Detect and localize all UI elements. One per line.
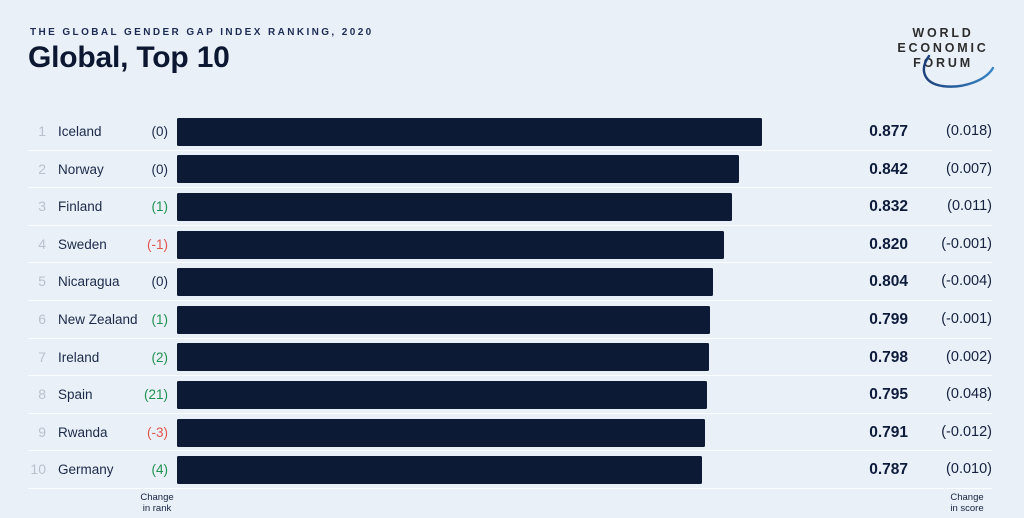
page-title: Global, Top 10: [28, 41, 230, 74]
rank-change-value: (-1): [147, 236, 168, 252]
country-label: Nicaragua: [58, 274, 120, 290]
rank-number: 3: [38, 198, 46, 215]
table-row: 6 New Zealand (1) 0.799 (-0.001): [28, 301, 992, 339]
score-value: 0.877: [869, 123, 908, 140]
score-value: 0.799: [869, 310, 908, 328]
rank-change-value: (0): [151, 274, 169, 290]
country-label: New Zealand: [58, 311, 138, 327]
table-row: 7 Ireland (2) 0.798 (0.002): [28, 339, 992, 377]
score-change-value: (-0.012): [941, 423, 992, 440]
rank-change-value: (2): [151, 349, 169, 365]
table-row: 10 Germany (4) 0.787 (0.010): [28, 451, 992, 489]
score-change-value: (-0.001): [941, 310, 992, 327]
country-label: Iceland: [58, 124, 102, 139]
score-bar: [177, 456, 702, 485]
table-row: 8 Spain (21) 0.795 (0.048): [28, 376, 992, 414]
rank-change-value: (1): [151, 199, 169, 215]
score-change-value: (0.007): [946, 160, 992, 177]
score-bar: [177, 155, 739, 184]
table-row: 2 Norway (0) 0.842 (0.007): [28, 151, 992, 189]
table-row: 3 Finland (1) 0.832 (0.011): [28, 188, 992, 226]
rank-number: 1: [38, 123, 46, 139]
score-value: 0.798: [869, 348, 908, 366]
change-in-score-column-label: Change in score: [950, 492, 984, 514]
country-label: Germany: [58, 462, 114, 478]
wef-logo-line-1: WORLD: [912, 26, 974, 40]
chart-kicker: THE GLOBAL GENDER GAP INDEX RANKING, 202…: [30, 27, 374, 38]
score-bar: [177, 192, 732, 221]
score-bar: [177, 268, 714, 297]
ranking-table: 1 Iceland (0) 0.877 (0.018) 2 Norway (0)…: [28, 113, 992, 489]
country-label: Sweden: [58, 236, 107, 252]
table-row: 1 Iceland (0) 0.877 (0.018): [28, 113, 992, 151]
rank-change-value: (1): [151, 311, 169, 327]
score-bar: [177, 418, 705, 447]
score-change-value: (0.048): [946, 386, 992, 403]
country-label: Spain: [58, 387, 93, 403]
score-value: 0.842: [869, 160, 908, 178]
rank-number: 2: [38, 160, 46, 177]
country-label: Ireland: [58, 349, 100, 365]
rank-number: 6: [38, 310, 46, 327]
rank-change-value: (21): [143, 387, 168, 403]
score-value: 0.804: [869, 273, 908, 291]
rank-change-value: (0): [151, 124, 169, 139]
score-bar: [177, 380, 708, 409]
score-bar: [177, 305, 710, 334]
score-change-value: (-0.004): [941, 273, 992, 290]
score-bar: [177, 343, 710, 372]
change-in-rank-column-label: Change in rank: [140, 492, 174, 514]
rank-number: 9: [38, 423, 46, 440]
score-value: 0.791: [869, 423, 908, 441]
score-value: 0.832: [869, 198, 908, 216]
score-change-value: (-0.001): [941, 235, 992, 252]
table-row: 9 Rwanda (-3) 0.791 (-0.012): [28, 414, 992, 452]
score-change-value: (0.018): [946, 123, 992, 139]
score-bar: [177, 117, 762, 146]
rank-number: 8: [38, 386, 46, 403]
score-value: 0.787: [869, 461, 908, 479]
rank-number: 10: [30, 461, 46, 478]
table-row: 4 Sweden (-1) 0.820 (-0.001): [28, 226, 992, 264]
rank-number: 5: [38, 273, 46, 290]
score-change-value: (0.010): [946, 461, 992, 478]
table-row: 5 Nicaragua (0) 0.804 (-0.004): [28, 263, 992, 301]
country-label: Finland: [58, 199, 103, 215]
rank-change-value: (0): [151, 161, 169, 177]
rank-change-value: (4): [151, 462, 169, 478]
rank-number: 4: [38, 235, 46, 252]
country-label: Rwanda: [58, 424, 108, 440]
score-change-value: (0.011): [947, 198, 992, 215]
country-label: Norway: [58, 161, 104, 177]
wef-logo-arc-icon: [922, 54, 995, 88]
score-value: 0.795: [869, 386, 908, 404]
score-value: 0.820: [869, 235, 908, 253]
wef-logo-line-2: ECONOMIC: [897, 41, 989, 55]
rank-number: 7: [38, 348, 46, 365]
score-bar: [177, 230, 724, 259]
score-change-value: (0.002): [946, 348, 992, 365]
rank-change-value: (-3): [147, 424, 168, 440]
